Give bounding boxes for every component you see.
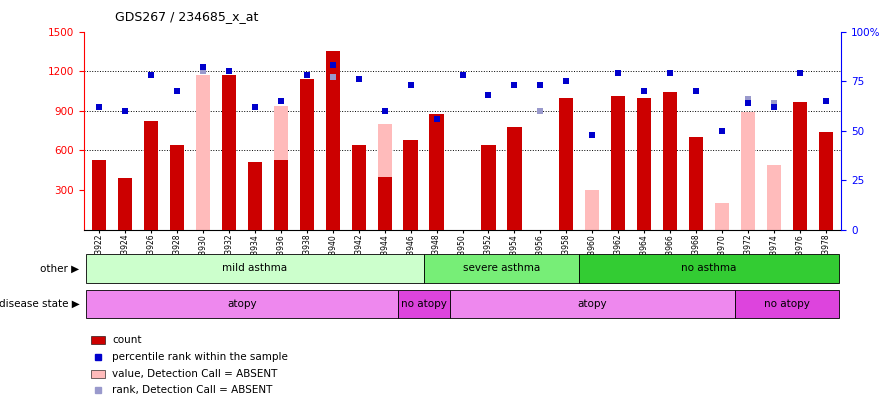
Bar [637, 98, 651, 230]
Point [481, 92, 495, 98]
Point [326, 74, 340, 80]
Bar [403, 140, 418, 230]
Bar [663, 92, 677, 230]
Text: mild asthma: mild asthma [222, 263, 287, 273]
Bar [170, 145, 184, 230]
Point [793, 70, 807, 76]
Bar [92, 369, 105, 378]
Bar [689, 137, 703, 230]
Point [766, 100, 781, 106]
Point [118, 108, 132, 114]
Bar [92, 336, 105, 344]
Point [93, 104, 107, 110]
Bar [429, 114, 444, 230]
Point [455, 72, 470, 78]
Point [248, 104, 262, 110]
Point [326, 62, 340, 69]
Text: rank, Detection Call = ABSENT: rank, Detection Call = ABSENT [113, 385, 273, 396]
Bar [378, 124, 392, 230]
Bar [766, 165, 781, 230]
Bar [196, 74, 211, 230]
Point [196, 64, 210, 70]
Bar [378, 177, 392, 230]
FancyBboxPatch shape [735, 290, 839, 318]
Point [352, 76, 366, 82]
Bar [300, 79, 314, 230]
FancyBboxPatch shape [86, 254, 424, 283]
Bar [93, 160, 107, 230]
Bar [714, 203, 729, 230]
Point [715, 128, 729, 134]
FancyBboxPatch shape [397, 290, 449, 318]
Text: count: count [113, 335, 142, 345]
Point [274, 98, 288, 104]
Bar [326, 51, 340, 230]
Point [818, 98, 833, 104]
Text: no atopy: no atopy [401, 299, 447, 309]
Text: no atopy: no atopy [764, 299, 810, 309]
Bar [818, 132, 833, 230]
Point [403, 82, 418, 88]
FancyBboxPatch shape [449, 290, 735, 318]
Text: GDS267 / 234685_x_at: GDS267 / 234685_x_at [115, 10, 258, 23]
Point [170, 88, 184, 94]
Bar [741, 112, 755, 230]
Bar [585, 190, 599, 230]
Point [689, 88, 703, 94]
Point [222, 68, 236, 74]
Point [430, 116, 444, 122]
Point [196, 68, 210, 74]
Bar [611, 96, 626, 230]
Bar [274, 160, 288, 230]
Bar [507, 127, 522, 230]
Point [533, 108, 547, 114]
FancyBboxPatch shape [424, 254, 580, 283]
Point [766, 104, 781, 110]
FancyBboxPatch shape [86, 290, 397, 318]
Point [144, 72, 159, 78]
Text: percentile rank within the sample: percentile rank within the sample [113, 352, 288, 362]
Bar [248, 162, 262, 230]
Bar [222, 75, 236, 230]
Text: other ▶: other ▶ [41, 263, 79, 273]
Text: severe asthma: severe asthma [463, 263, 540, 273]
Point [378, 108, 392, 114]
Text: no asthma: no asthma [681, 263, 737, 273]
Text: atopy: atopy [577, 299, 607, 309]
Point [559, 78, 574, 84]
Point [663, 70, 677, 76]
Bar [793, 102, 807, 230]
Bar [559, 98, 574, 230]
Text: disease state ▶: disease state ▶ [0, 299, 79, 309]
Text: value, Detection Call = ABSENT: value, Detection Call = ABSENT [113, 369, 278, 379]
Point [637, 88, 651, 94]
Bar [144, 122, 159, 230]
Point [741, 100, 755, 106]
Point [533, 82, 547, 88]
Point [300, 72, 314, 78]
FancyBboxPatch shape [580, 254, 839, 283]
Text: atopy: atopy [227, 299, 256, 309]
Point [507, 82, 522, 88]
Bar [352, 145, 366, 230]
Point [585, 131, 599, 138]
Point [611, 70, 626, 76]
Point [741, 96, 755, 102]
Bar [118, 178, 132, 230]
Bar [274, 106, 288, 230]
Bar [481, 145, 496, 230]
